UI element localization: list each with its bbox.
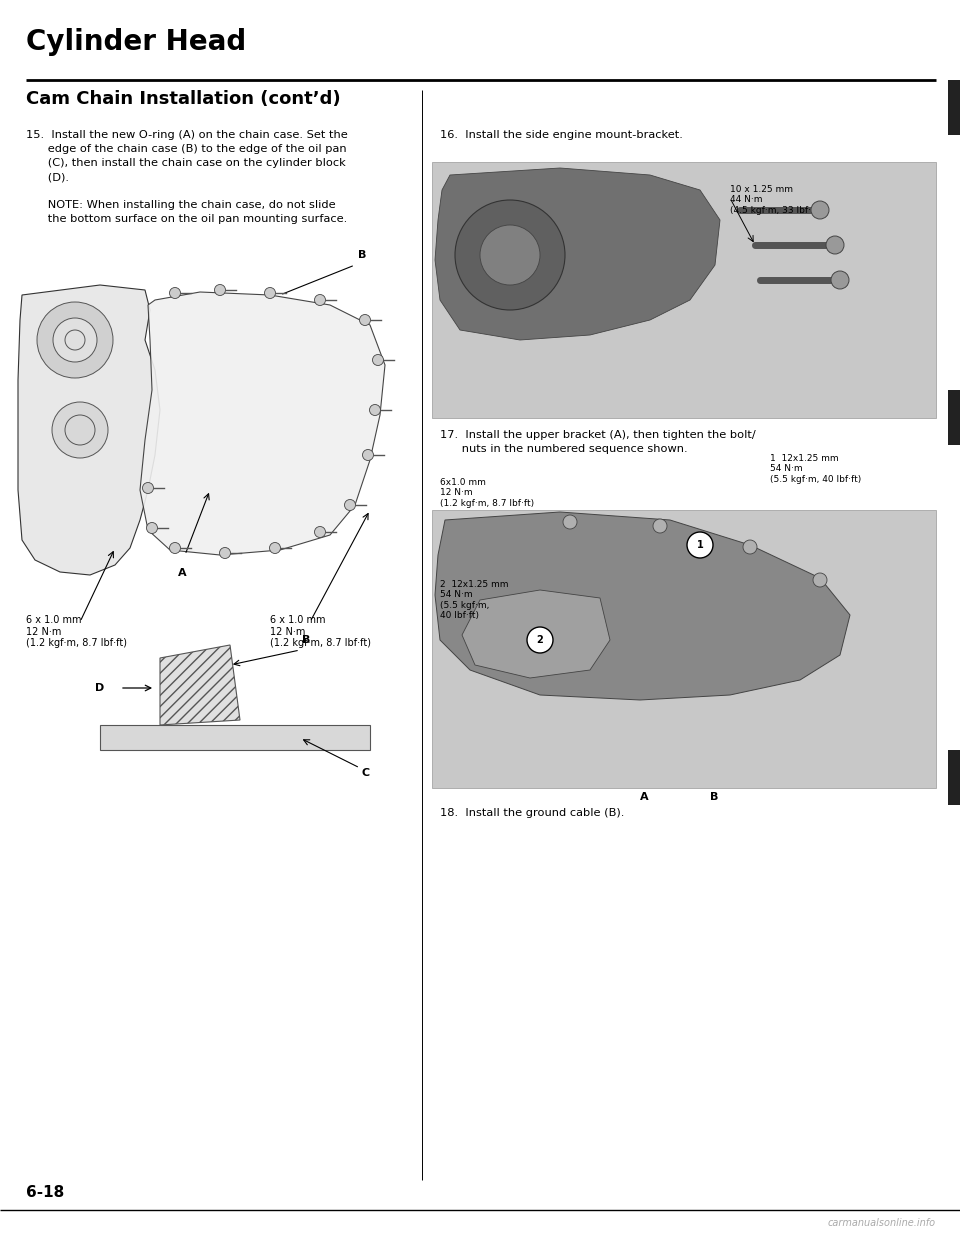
Circle shape xyxy=(315,527,325,538)
Circle shape xyxy=(220,548,230,559)
Text: 2  12x1.25 mm
54 N·m
(5.5 kgf·m,
40 lbf·ft): 2 12x1.25 mm 54 N·m (5.5 kgf·m, 40 lbf·f… xyxy=(441,580,509,620)
Circle shape xyxy=(52,402,108,458)
Circle shape xyxy=(170,543,180,554)
Circle shape xyxy=(170,287,180,298)
Circle shape xyxy=(142,482,154,493)
Bar xyxy=(948,750,960,805)
Bar xyxy=(948,79,960,135)
Text: carmanualsonline.info: carmanualsonline.info xyxy=(828,1218,936,1228)
Text: 17.  Install the upper bracket (A), then tighten the bolt/
      nuts in the num: 17. Install the upper bracket (A), then … xyxy=(441,430,756,455)
Text: 16.  Install the side engine mount-bracket.: 16. Install the side engine mount-bracke… xyxy=(441,130,684,140)
Circle shape xyxy=(359,314,371,325)
Text: 10 x 1.25 mm
44 N·m
(4.5 kgf·m, 33 lbf·ft): 10 x 1.25 mm 44 N·m (4.5 kgf·m, 33 lbf·f… xyxy=(730,185,821,215)
Text: 6 x 1.0 mm
12 N·m
(1.2 kgf·m, 8.7 lbf·ft): 6 x 1.0 mm 12 N·m (1.2 kgf·m, 8.7 lbf·ft… xyxy=(26,615,127,648)
Circle shape xyxy=(653,519,667,533)
Text: A: A xyxy=(178,568,186,578)
Text: B: B xyxy=(302,635,310,645)
Circle shape xyxy=(563,515,577,529)
Circle shape xyxy=(363,450,373,461)
Circle shape xyxy=(372,354,383,365)
Circle shape xyxy=(315,294,325,306)
Circle shape xyxy=(65,415,95,445)
Circle shape xyxy=(214,284,226,296)
Circle shape xyxy=(147,523,157,534)
Bar xyxy=(948,390,960,445)
Bar xyxy=(432,510,936,787)
Text: A: A xyxy=(640,792,649,802)
Circle shape xyxy=(813,573,827,587)
Circle shape xyxy=(811,201,829,219)
Circle shape xyxy=(455,200,565,310)
Polygon shape xyxy=(462,590,610,678)
Circle shape xyxy=(480,225,540,284)
Circle shape xyxy=(826,236,844,255)
Text: 1  12x1.25 mm
54 N·m
(5.5 kgf·m, 40 lbf·ft): 1 12x1.25 mm 54 N·m (5.5 kgf·m, 40 lbf·f… xyxy=(770,455,861,484)
Text: 6 x 1.0 mm
12 N·m
(1.2 kgf·m, 8.7 lbf·ft): 6 x 1.0 mm 12 N·m (1.2 kgf·m, 8.7 lbf·ft… xyxy=(270,615,371,648)
Text: C: C xyxy=(362,768,371,777)
Circle shape xyxy=(265,287,276,298)
Bar xyxy=(432,161,936,419)
Circle shape xyxy=(743,540,757,554)
Polygon shape xyxy=(100,725,370,750)
Polygon shape xyxy=(435,512,850,700)
Text: B: B xyxy=(358,250,367,260)
Text: D: D xyxy=(95,683,105,693)
Text: 1: 1 xyxy=(697,540,704,550)
Text: Cam Chain Installation (cont’d): Cam Chain Installation (cont’d) xyxy=(26,89,341,108)
Circle shape xyxy=(831,271,849,289)
Circle shape xyxy=(345,499,355,510)
Polygon shape xyxy=(140,292,385,555)
Text: 6x1.0 mm
12 N·m
(1.2 kgf·m, 8.7 lbf·ft): 6x1.0 mm 12 N·m (1.2 kgf·m, 8.7 lbf·ft) xyxy=(441,478,535,508)
Circle shape xyxy=(687,532,713,558)
Polygon shape xyxy=(435,168,720,340)
Circle shape xyxy=(37,302,113,378)
Text: 15.  Install the new O-ring (A) on the chain case. Set the
      edge of the cha: 15. Install the new O-ring (A) on the ch… xyxy=(26,130,348,224)
Circle shape xyxy=(527,627,553,653)
Polygon shape xyxy=(160,645,240,725)
Circle shape xyxy=(370,405,380,416)
Text: 2: 2 xyxy=(537,635,543,645)
Text: 6-18: 6-18 xyxy=(26,1185,64,1200)
Circle shape xyxy=(65,330,85,350)
Text: B: B xyxy=(710,792,718,802)
Circle shape xyxy=(270,543,280,554)
Polygon shape xyxy=(18,284,160,575)
Text: 18.  Install the ground cable (B).: 18. Install the ground cable (B). xyxy=(441,809,625,818)
Text: Cylinder Head: Cylinder Head xyxy=(26,29,246,56)
Circle shape xyxy=(53,318,97,361)
